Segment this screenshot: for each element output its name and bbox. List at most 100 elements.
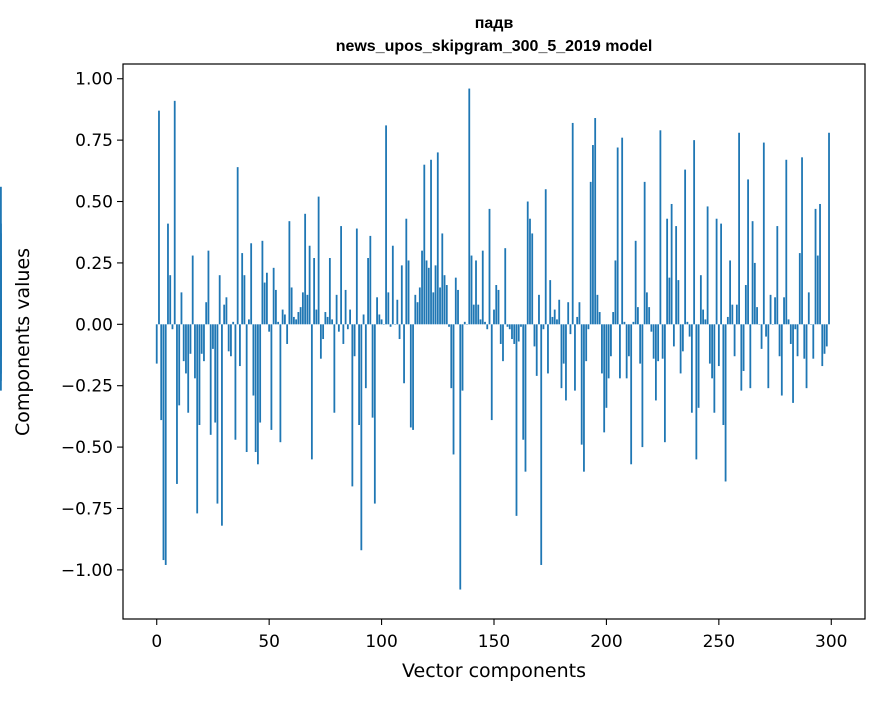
chart-subtitle: news_upos_skipgram_300_5_2019 model — [336, 38, 653, 55]
x-tick-label: 200 — [590, 632, 622, 652]
bar-component-166 — [529, 219, 531, 325]
bar-component-74 — [322, 324, 324, 339]
bar-component-45 — [257, 324, 259, 464]
bar-component-147 — [486, 324, 488, 329]
bar-component-148 — [489, 209, 491, 324]
bar-component-132 — [453, 324, 455, 454]
bar-component-272 — [767, 324, 769, 388]
bar-component-46 — [259, 324, 261, 422]
bar-component-108 — [399, 324, 401, 339]
bar-component-171 — [540, 324, 542, 565]
bar-component-31 — [226, 297, 228, 324]
bar-component-144 — [480, 319, 482, 324]
bar-component-1 — [158, 111, 160, 325]
bar-component-133 — [455, 278, 457, 325]
bar-component-264 — [749, 324, 751, 388]
bar-component-277 — [779, 324, 781, 356]
bar-component-183 — [567, 302, 569, 324]
bar-component-246 — [709, 324, 711, 363]
bar-component-157 — [509, 324, 511, 329]
bar-component-178 — [556, 319, 558, 324]
bar-component-17 — [194, 324, 196, 378]
bar-component-234 — [682, 324, 684, 351]
bar-component-100 — [381, 319, 383, 324]
bar-component-200 — [606, 324, 608, 408]
bar-component-165 — [527, 202, 529, 325]
x-tick-label: 250 — [703, 632, 735, 652]
bar-component-172 — [543, 324, 545, 329]
bar-component-195 — [594, 118, 596, 324]
bar-component-280 — [785, 160, 787, 325]
bar-component-203 — [612, 312, 614, 324]
bar-component-271 — [765, 324, 767, 336]
bar-component-90 — [358, 324, 360, 425]
bar-component-84 — [345, 290, 347, 324]
bar-component-259 — [738, 133, 740, 325]
y-tick-label: 0.75 — [75, 131, 113, 151]
bar-component-270 — [763, 143, 765, 325]
bar-component-124 — [435, 265, 437, 324]
bar-component-151 — [495, 285, 497, 324]
bar-component-181 — [563, 324, 565, 363]
bar-component-103 — [387, 292, 389, 324]
bar-component-202 — [610, 324, 612, 356]
bar-component-292 — [812, 324, 814, 358]
bar-component-287 — [801, 157, 803, 324]
bar-component-184 — [570, 324, 572, 334]
bar-component-266 — [754, 263, 756, 324]
bar-component-139 — [468, 89, 470, 325]
bar-component-204 — [615, 260, 617, 324]
bar-component-213 — [635, 241, 637, 325]
y-axis-label: Components values — [12, 248, 34, 436]
bar-component-40 — [246, 324, 248, 452]
bar-component-218 — [646, 292, 648, 324]
bar-component-163 — [522, 324, 524, 439]
bar-component-216 — [642, 324, 644, 447]
bar-component-66 — [304, 214, 306, 325]
bar-component-24 — [210, 324, 212, 435]
bar-component-240 — [695, 324, 697, 459]
bar-component-81 — [338, 324, 340, 331]
bar-component-269 — [761, 324, 763, 349]
bar-component-27 — [217, 324, 219, 503]
bar-component-190 — [583, 324, 585, 471]
bar-component-207 — [621, 138, 623, 325]
bar-component-113 — [410, 324, 412, 427]
bar-component-97 — [374, 324, 376, 503]
bar-component-294 — [817, 256, 819, 325]
bar-component-56 — [282, 310, 284, 325]
bar-component-228 — [668, 278, 670, 325]
bar-component-7 — [172, 324, 174, 329]
bar-component-252 — [722, 324, 724, 425]
bar-component-278 — [781, 324, 783, 395]
bar-component-undefined — [0, 324, 2, 329]
y-tick-label: 0.25 — [75, 254, 113, 274]
bar-component-283 — [792, 324, 794, 403]
bar-component-22 — [205, 302, 207, 324]
bar-component-156 — [507, 324, 509, 326]
bar-component-223 — [657, 324, 659, 361]
bar-component-288 — [803, 324, 805, 358]
bar-component-118 — [421, 251, 423, 325]
bar-component-69 — [311, 324, 313, 459]
bar-component-75 — [324, 312, 326, 324]
bar-component-89 — [356, 229, 358, 325]
bar-component-5 — [167, 224, 169, 325]
bar-component-235 — [684, 170, 686, 325]
bar-component-16 — [192, 256, 194, 325]
bar-component-10 — [178, 324, 180, 405]
bar-component-142 — [475, 260, 477, 324]
x-tick-label: 150 — [478, 632, 510, 652]
bar-component-12 — [183, 324, 185, 361]
bar-component-126 — [439, 287, 441, 324]
bar-component-173 — [545, 189, 547, 324]
bar-component-265 — [752, 221, 754, 324]
bar-component-43 — [253, 324, 255, 395]
x-tick-label: 0 — [151, 632, 162, 652]
bar-component-79 — [333, 324, 335, 412]
y-tick-label: −0.75 — [61, 499, 113, 519]
bar-component-51 — [271, 324, 273, 430]
bar-component-229 — [671, 204, 673, 324]
bar-component-137 — [464, 322, 466, 324]
